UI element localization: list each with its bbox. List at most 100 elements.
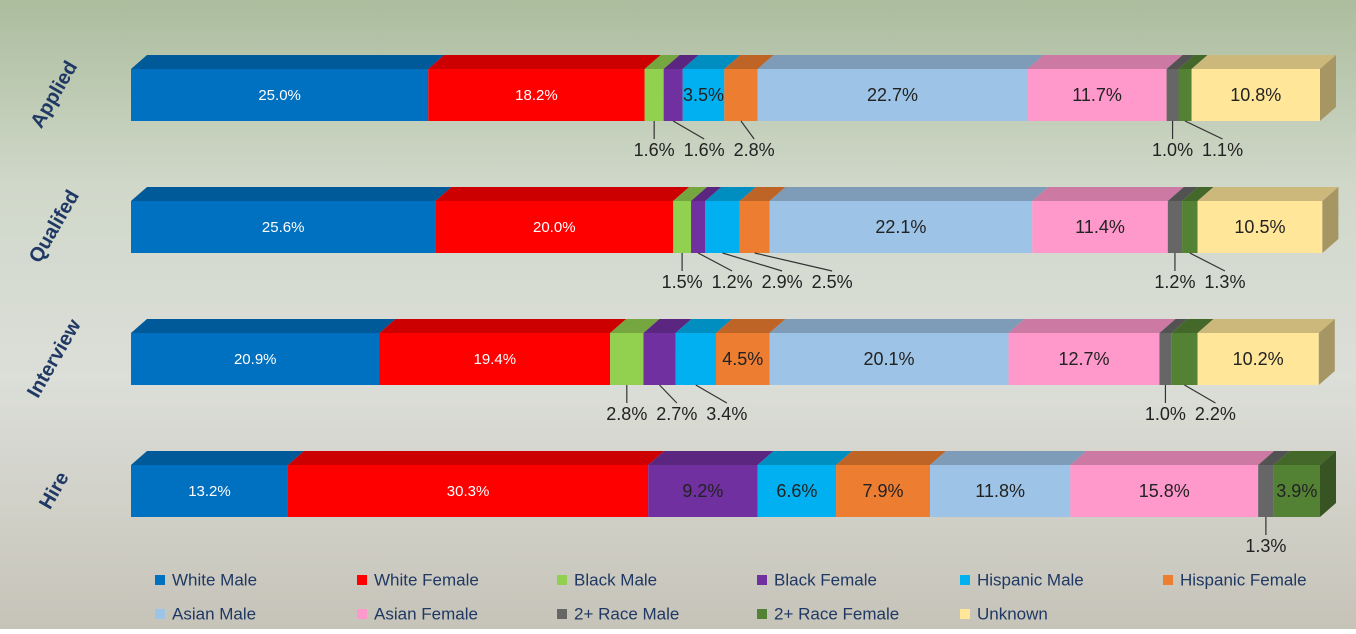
bar-top [380,319,627,333]
legend-label: Asian Female [374,604,478,623]
bar-segment [610,333,643,385]
legend-label: Hispanic Male [977,570,1084,589]
value-label: 9.2% [682,481,723,501]
value-label: 1.6% [634,140,675,160]
value-label: 1.2% [712,272,753,292]
value-label: 2.8% [606,404,647,424]
bar-segment [691,201,705,253]
value-label: 3.5% [683,85,724,105]
bar-top [435,187,689,201]
bar-segment [673,201,691,253]
bar-segment [1182,201,1197,253]
legend-swatch [357,609,367,619]
legend-swatch [155,609,165,619]
value-label: 11.8% [975,481,1025,501]
legend-swatch [960,609,970,619]
value-label: 10.8% [1230,85,1281,105]
value-label: 2.8% [734,140,775,160]
value-label: 4.5% [722,349,763,369]
bar-top [758,451,852,465]
bar-segment [1159,333,1171,385]
legend-label: Unknown [977,604,1048,623]
chart: Applied25.0%18.2%1.6%1.6%3.5%2.8%22.7%11… [0,0,1356,629]
value-label: 10.5% [1234,217,1285,237]
legend-label: White Male [172,570,257,589]
value-label: 2.9% [762,272,803,292]
bar-top [758,55,1044,69]
value-label: 3.4% [706,404,747,424]
legend-label: 2+ Race Female [774,604,899,623]
legend-label: Black Male [574,570,657,589]
bar-segment [645,69,664,121]
bar-top [428,55,660,69]
bar-top [1008,319,1175,333]
bar-top [288,451,664,465]
value-label: 1.6% [684,140,725,160]
bar-top [131,319,396,333]
value-label: 1.0% [1145,404,1186,424]
value-label: 3.9% [1276,481,1317,501]
bar-segment [705,201,739,253]
value-label: 22.1% [875,217,926,237]
value-label: 15.8% [1139,481,1190,501]
legend-swatch [155,575,165,585]
value-label: 19.4% [474,351,517,368]
bar-top [131,187,451,201]
legend-swatch [357,575,367,585]
bar-top [836,451,946,465]
legend-swatch [1163,575,1173,585]
bar-top [1070,451,1274,465]
bar-top [131,55,444,69]
value-label: 11.4% [1075,217,1125,237]
legend-swatch [757,609,767,619]
value-label: 20.9% [234,351,277,368]
bar-segment [1171,333,1197,385]
legend-label: Asian Male [172,604,256,623]
bar-top [769,319,1024,333]
legend-label: Hispanic Female [1180,570,1307,589]
bar-segment [1179,69,1192,121]
value-label: 25.6% [262,219,305,236]
legend-label: White Female [374,570,479,589]
legend-label: 2+ Race Male [574,604,679,623]
value-label: 13.2% [188,483,231,500]
value-label: 2.2% [1195,404,1236,424]
value-label: 1.3% [1204,272,1245,292]
value-label: 1.1% [1202,140,1243,160]
value-label: 2.7% [656,404,697,424]
value-label: 18.2% [515,87,558,104]
bar-segment [1167,69,1179,121]
legend-label: Black Female [774,570,877,589]
value-label: 1.3% [1245,536,1286,556]
bar-segment [1168,201,1182,253]
bar-top [1032,187,1184,201]
value-label: 22.7% [867,85,918,105]
legend-swatch [557,609,567,619]
bar-segment [740,201,770,253]
value-label: 20.0% [533,219,576,236]
bar-segment [676,333,716,385]
value-label: 10.2% [1233,349,1284,369]
value-label: 1.0% [1152,140,1193,160]
value-label: 12.7% [1058,349,1109,369]
value-label: 20.1% [863,349,914,369]
legend-swatch [960,575,970,585]
value-label: 7.9% [863,481,904,501]
value-label: 6.6% [776,481,817,501]
bar-segment [724,69,757,121]
bar-top [131,451,304,465]
legend-swatch [557,575,567,585]
bar-segment [1258,465,1273,517]
bar-top [1028,55,1183,69]
bar-top [930,451,1086,465]
value-label: 30.3% [447,483,490,500]
bar-top [1198,319,1335,333]
value-label: 2.5% [812,272,853,292]
bar-top [648,451,773,465]
value-label: 1.2% [1154,272,1195,292]
bar-top [1198,187,1339,201]
bar-segment [664,69,683,121]
value-label: 25.0% [258,87,301,104]
value-label: 1.5% [662,272,703,292]
value-label: 11.7% [1072,85,1122,105]
